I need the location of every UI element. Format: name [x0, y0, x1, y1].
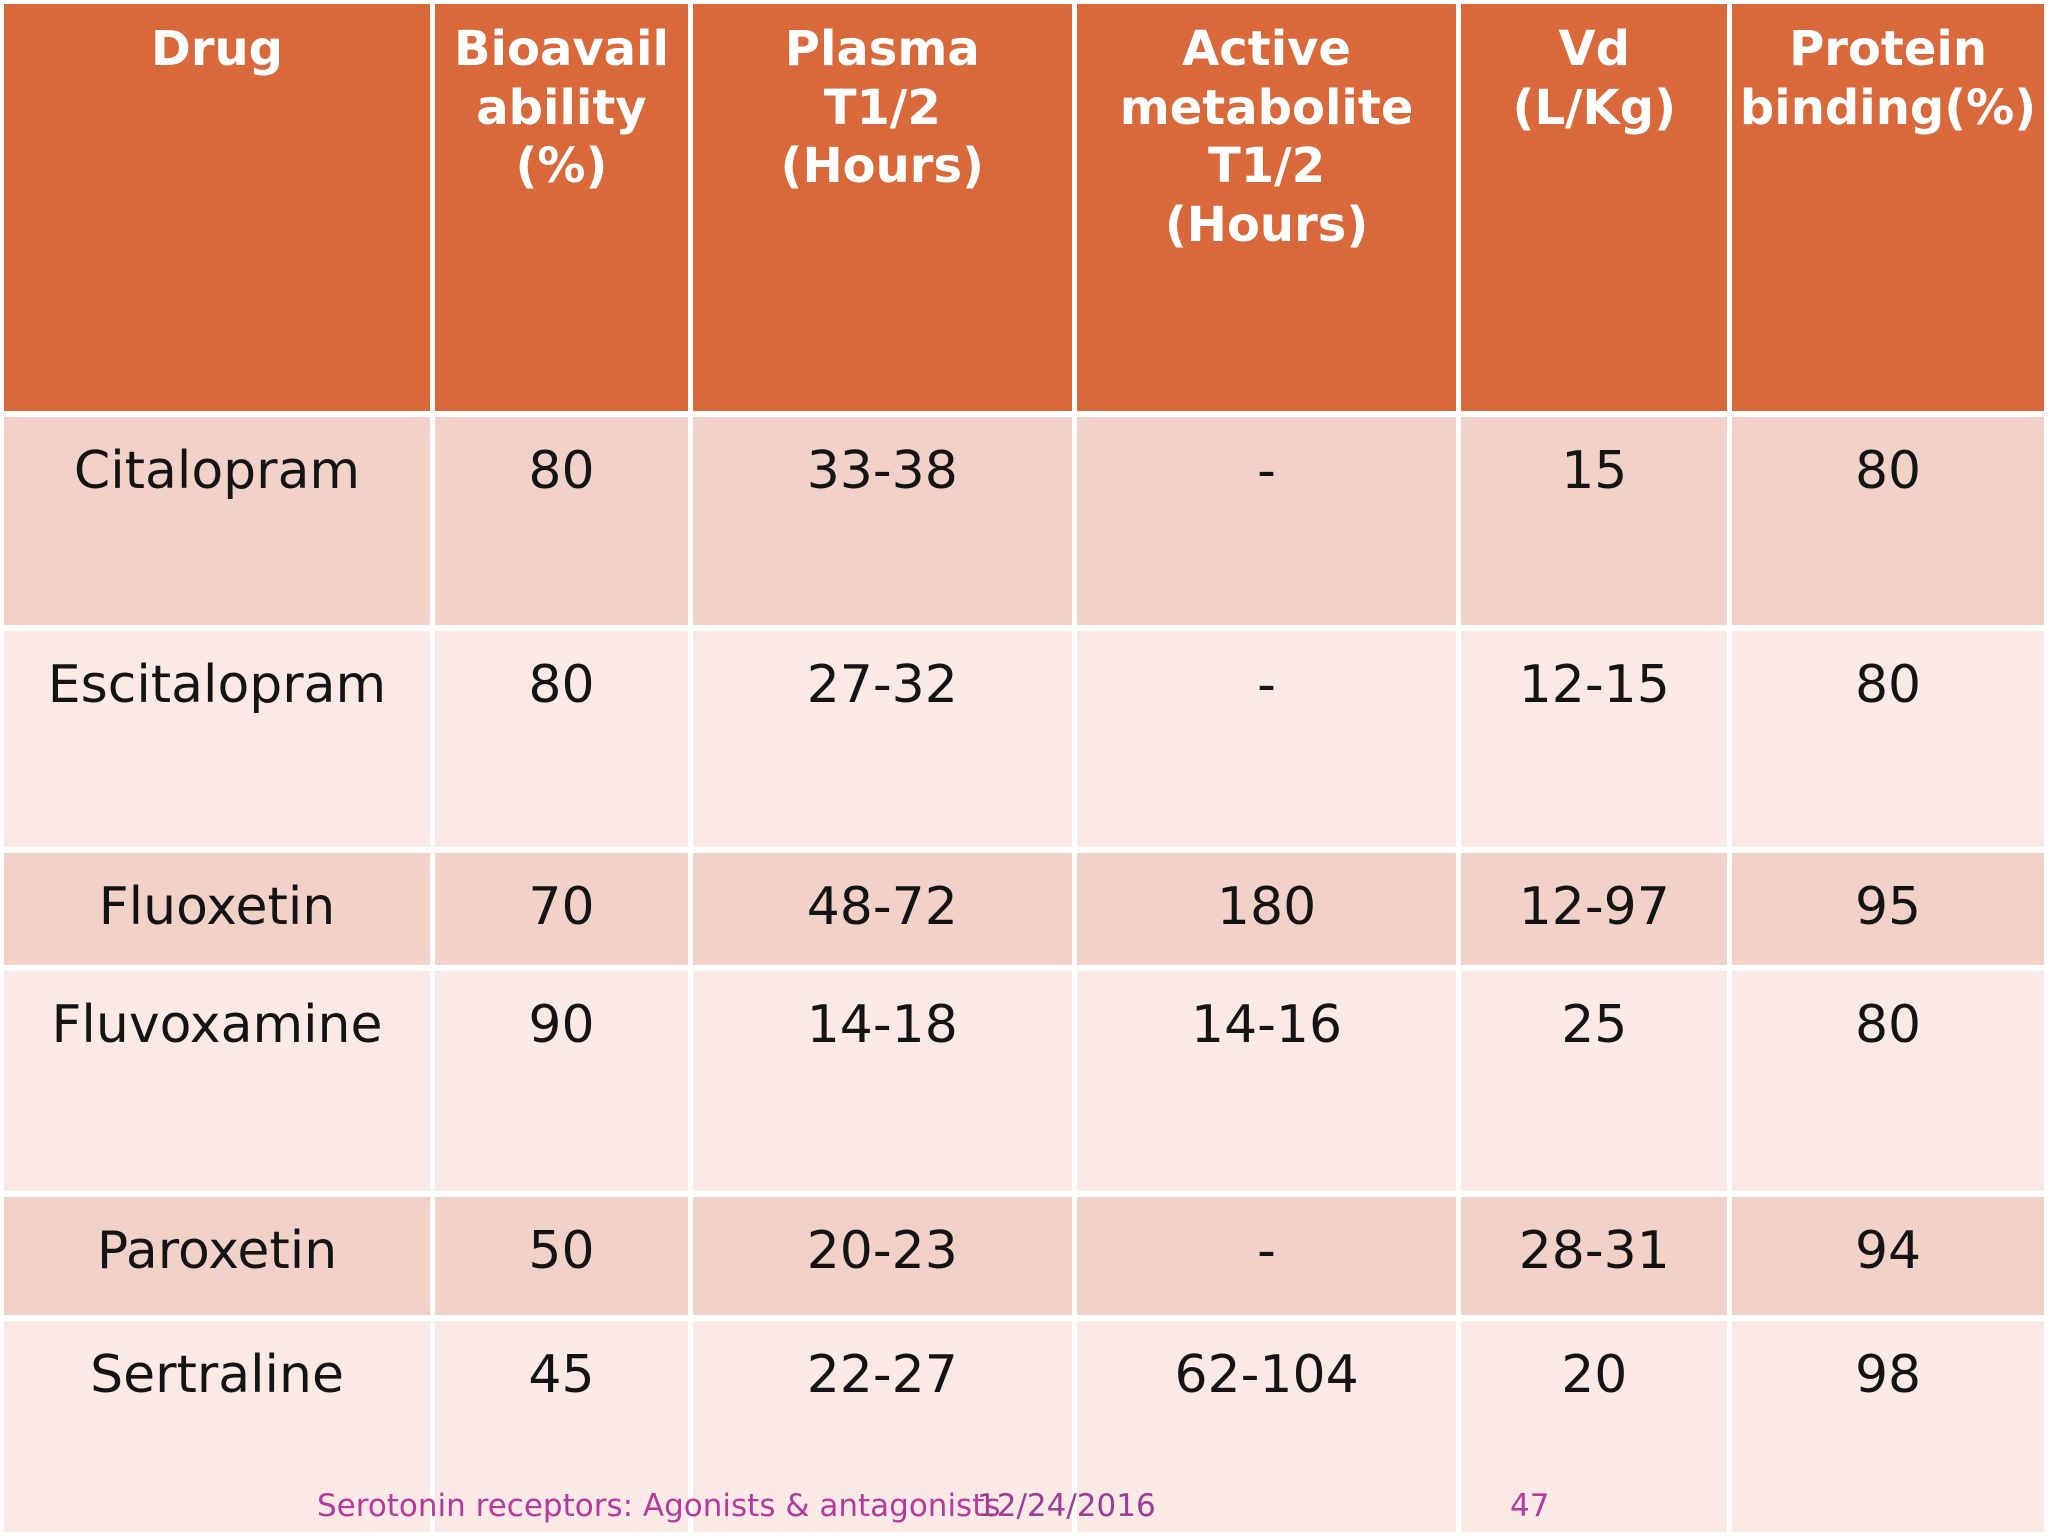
bioavailability: 80 — [435, 631, 688, 847]
drug-name: Escitalopram — [4, 631, 431, 847]
metabolite-t12: 180 — [1076, 853, 1457, 965]
drug-name: Citalopram — [4, 417, 431, 625]
metabolite-t12: - — [1076, 1197, 1457, 1315]
bioavailability: 50 — [435, 1197, 688, 1315]
plasma-t12: 33-38 — [692, 417, 1072, 625]
protein-binding: 95 — [1732, 853, 2044, 965]
header-vd: Vd (L/Kg) — [1461, 4, 1728, 411]
vd: 20 — [1461, 1321, 1728, 1532]
drug-name: Fluoxetin — [4, 853, 431, 965]
drug-name: Fluvoxamine — [4, 971, 431, 1191]
protein-binding: 80 — [1732, 971, 2044, 1191]
header-bioavailability: Bioavail ability (%) — [435, 4, 688, 411]
bioavailability: 45 — [435, 1321, 688, 1532]
table-row-paroxetin: Paroxetin 50 20-23 - 28-31 94 — [4, 1197, 2044, 1315]
table-row-sertraline: Sertraline 45 22-27 62-104 20 98 — [4, 1321, 2044, 1532]
header-protein-binding: Protein binding(%) — [1732, 4, 2044, 411]
metabolite-t12: 14-16 — [1076, 971, 1457, 1191]
metabolite-t12: - — [1076, 417, 1457, 625]
protein-binding: 98 — [1732, 1321, 2044, 1532]
bioavailability: 70 — [435, 853, 688, 965]
plasma-t12: 14-18 — [692, 971, 1072, 1191]
header-active-metabolite: Active metabolite T1/2 (Hours) — [1076, 4, 1457, 411]
header-drug: Drug — [4, 4, 431, 411]
drug-name: Sertraline — [4, 1321, 431, 1532]
table-row-fluoxetin: Fluoxetin 70 48-72 180 12-97 95 — [4, 853, 2044, 965]
vd: 28-31 — [1461, 1197, 1728, 1315]
table-row-fluvoxamine: Fluvoxamine 90 14-18 14-16 25 80 — [4, 971, 2044, 1191]
metabolite-t12: 62-104 — [1076, 1321, 1457, 1532]
plasma-t12: 27-32 — [692, 631, 1072, 847]
bioavailability: 80 — [435, 417, 688, 625]
table-header-row: Drug Bioavail ability (%) Plasma T1/2 (H… — [4, 4, 2044, 411]
plasma-t12: 48-72 — [692, 853, 1072, 965]
vd: 25 — [1461, 971, 1728, 1191]
plasma-t12: 20-23 — [692, 1197, 1072, 1315]
bioavailability: 90 — [435, 971, 688, 1191]
metabolite-t12: - — [1076, 631, 1457, 847]
table-row-citalopram: Citalopram 80 33-38 - 15 80 — [4, 417, 2044, 625]
protein-binding: 80 — [1732, 417, 2044, 625]
plasma-t12: 22-27 — [692, 1321, 1072, 1532]
protein-binding: 80 — [1732, 631, 2044, 847]
table-row-escitalopram: Escitalopram 80 27-32 - 12-15 80 — [4, 631, 2044, 847]
vd: 12-97 — [1461, 853, 1728, 965]
vd: 12-15 — [1461, 631, 1728, 847]
protein-binding: 94 — [1732, 1197, 2044, 1315]
drug-name: Paroxetin — [4, 1197, 431, 1315]
vd: 15 — [1461, 417, 1728, 625]
header-plasma-t12: Plasma T1/2 (Hours) — [692, 4, 1072, 411]
